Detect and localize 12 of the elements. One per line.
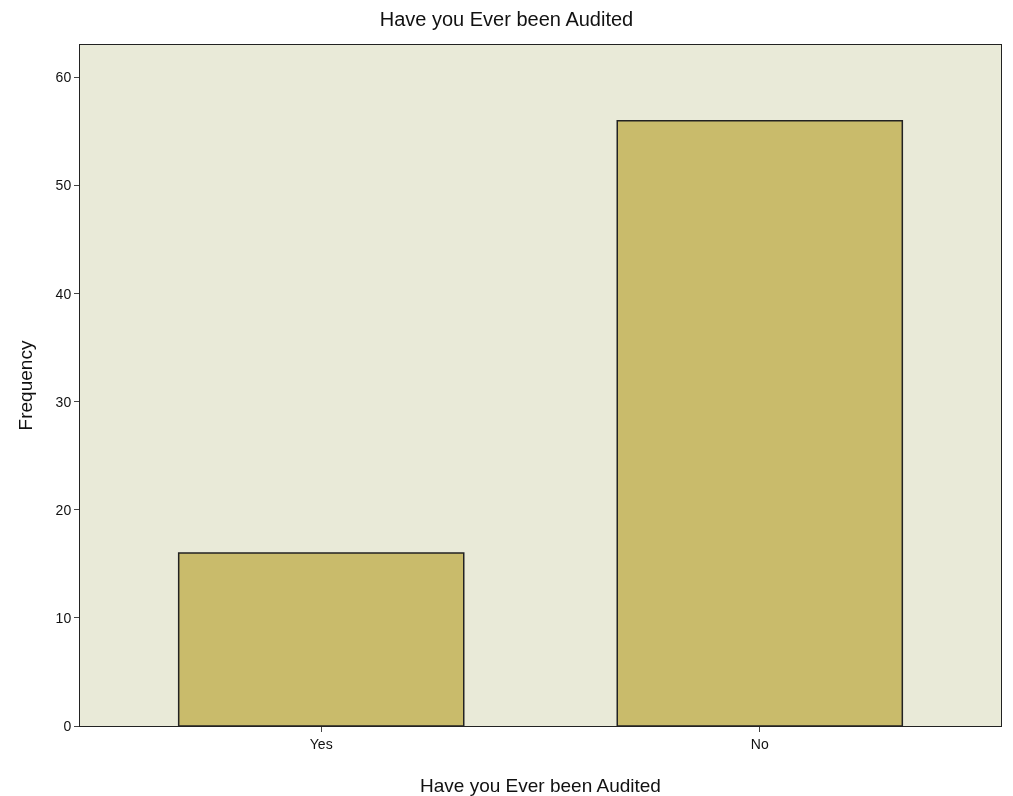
y-tick-label: 30 bbox=[55, 393, 72, 410]
y-tick-label: 20 bbox=[55, 501, 72, 518]
chart-title: Have you Ever been Audited bbox=[379, 7, 634, 30]
y-axis-title: Frequency bbox=[15, 340, 36, 431]
y-tick-label: 0 bbox=[63, 717, 72, 734]
x-axis-title: Have you Ever been Audited bbox=[420, 775, 661, 796]
y-tick-label: 60 bbox=[55, 69, 72, 86]
x-tick-label: Yes bbox=[309, 735, 333, 752]
x-tick-label: No bbox=[750, 735, 769, 752]
y-tick-label: 40 bbox=[55, 285, 72, 302]
y-tick-label: 10 bbox=[55, 609, 72, 626]
y-tick-label: 50 bbox=[55, 177, 72, 194]
